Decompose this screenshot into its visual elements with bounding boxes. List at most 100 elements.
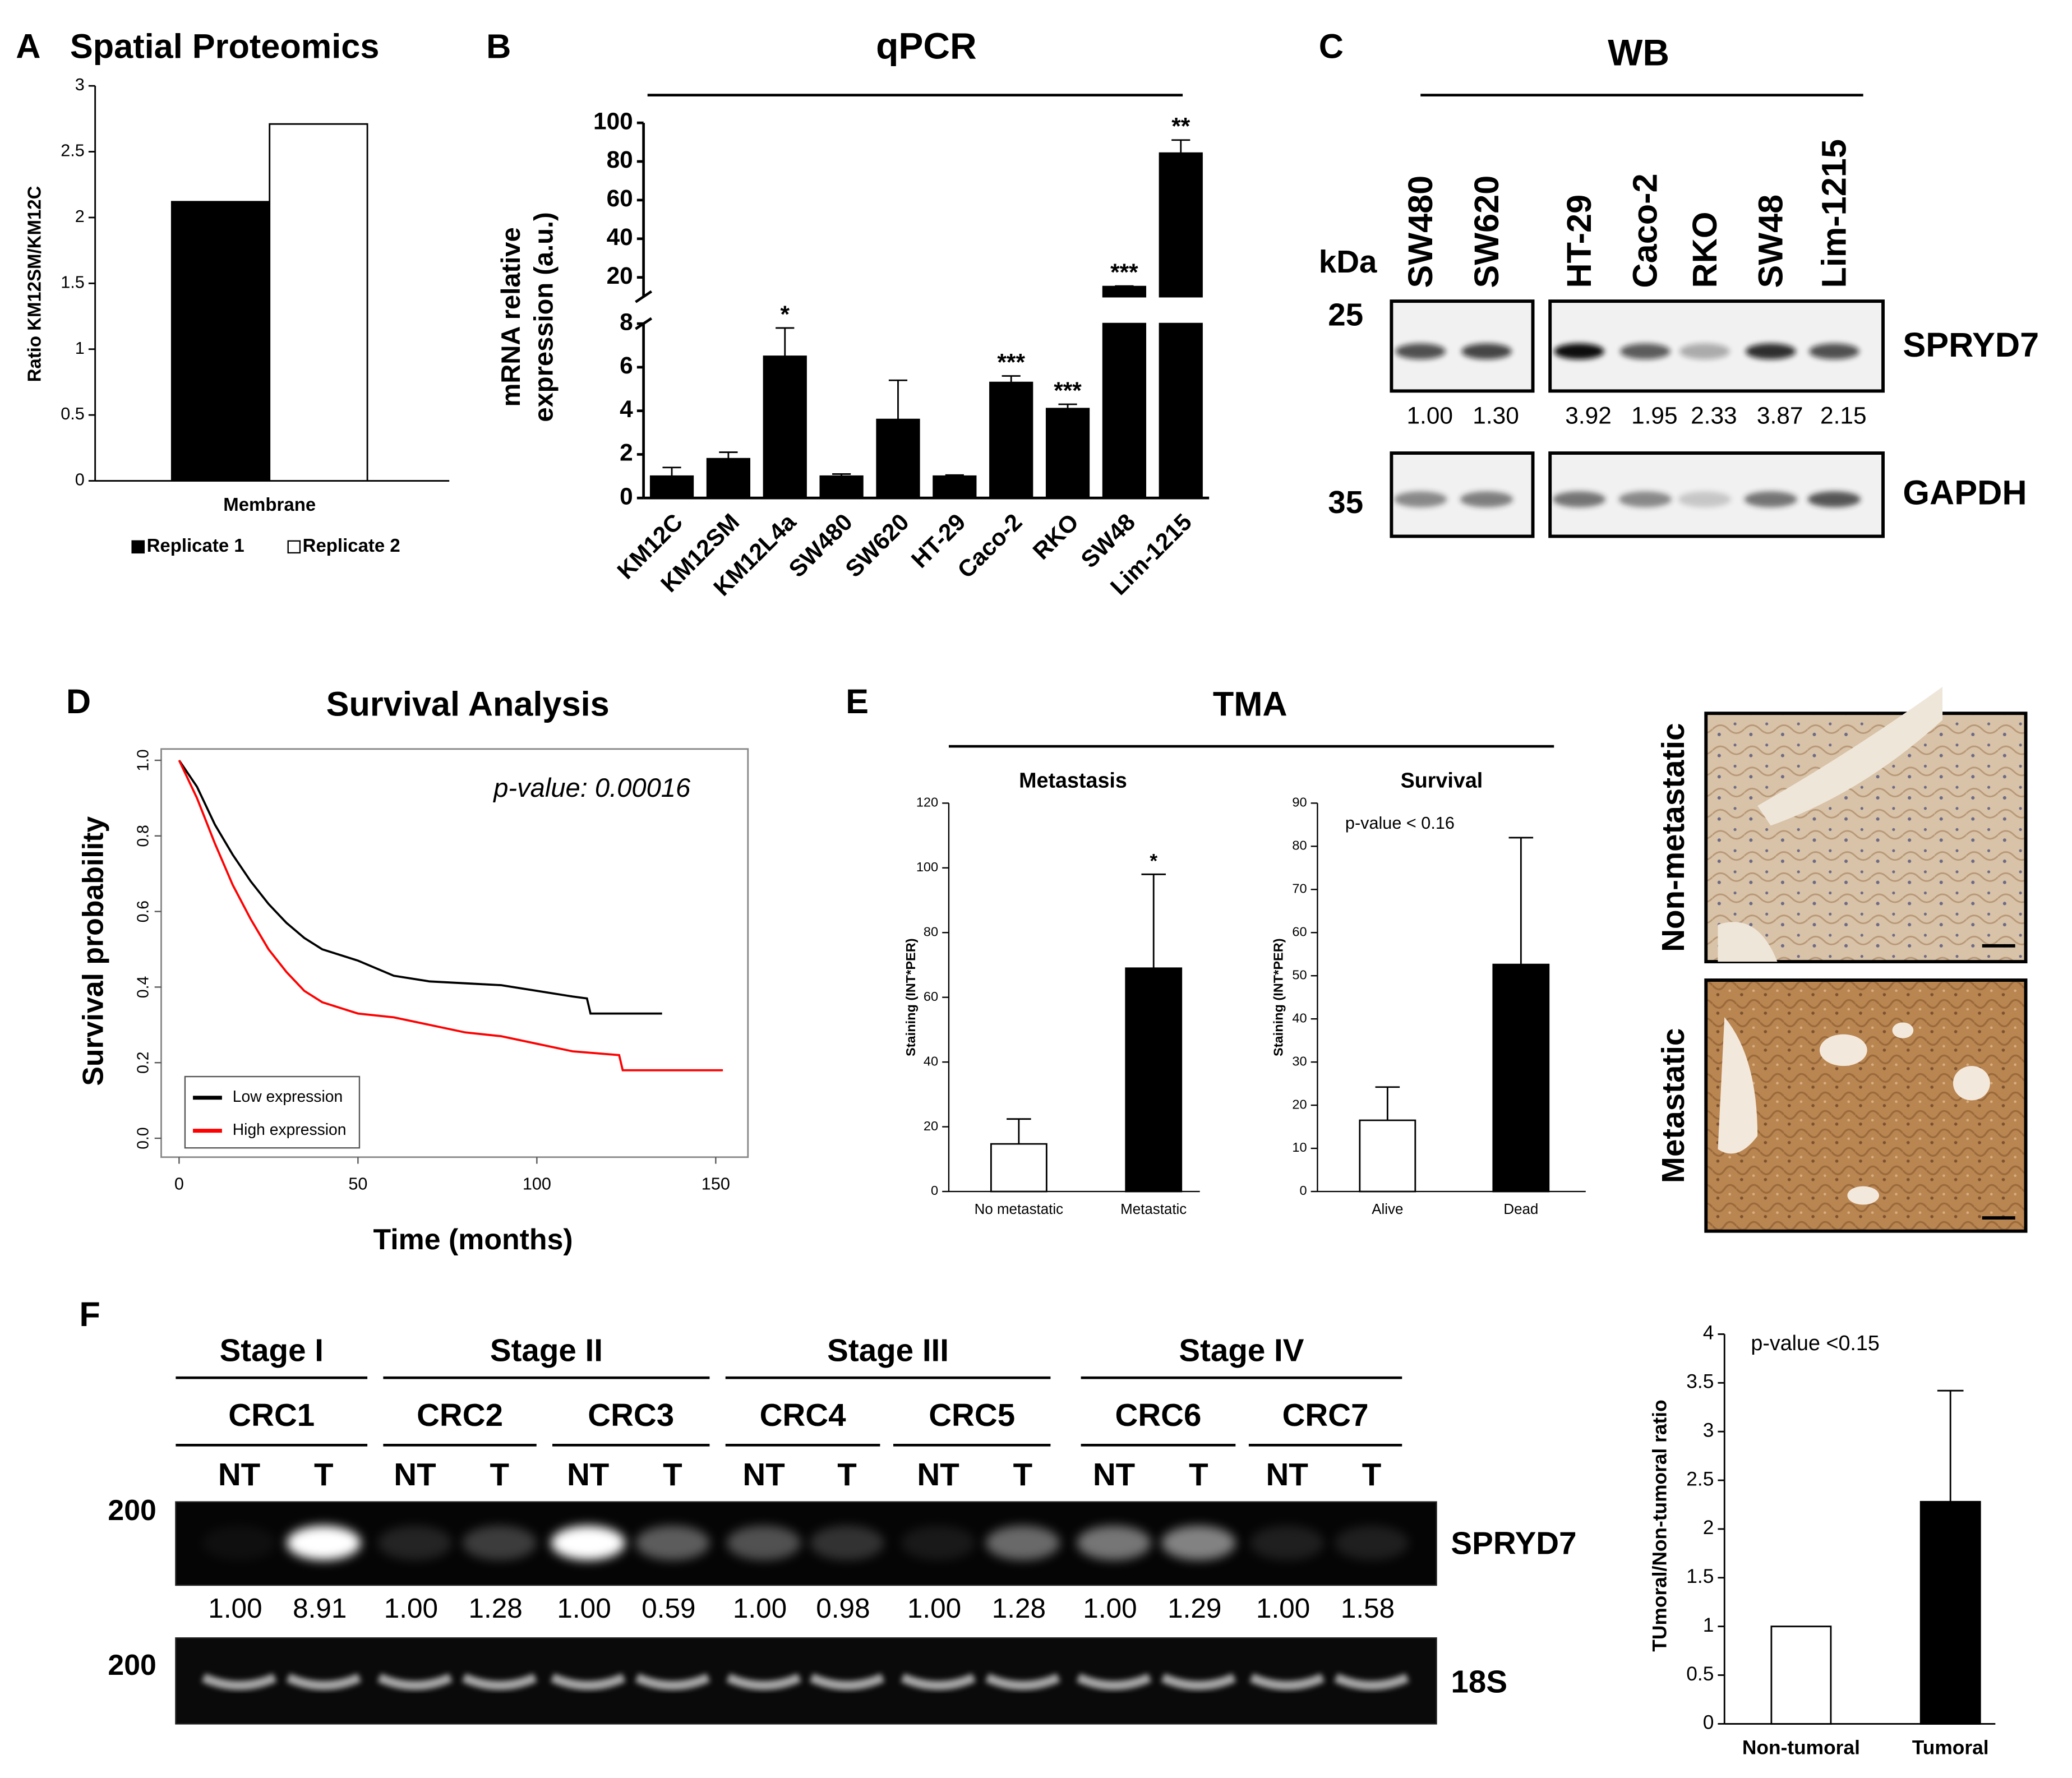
tma-image xyxy=(1704,687,2028,964)
panel-label: A xyxy=(16,27,40,65)
bar xyxy=(1045,408,1090,499)
y-tick-label: 1.5 xyxy=(1686,1565,1714,1587)
dna-band xyxy=(726,1673,802,1691)
bar xyxy=(763,355,807,499)
marker-label: 35 xyxy=(1328,484,1363,520)
lane-label: HT-29 xyxy=(1560,195,1598,288)
dna-band xyxy=(809,1673,885,1691)
y-tick-label: 60 xyxy=(1292,924,1307,939)
blot-title: WB xyxy=(1608,31,1669,73)
lane-label: NT xyxy=(917,1457,959,1492)
band-label: SPRYD7 xyxy=(1451,1525,1576,1560)
survival-curve xyxy=(178,760,723,1072)
quantification: 1.00 xyxy=(733,1593,787,1624)
protein-band xyxy=(1807,491,1861,507)
error-bar xyxy=(888,379,908,420)
bar xyxy=(819,475,864,499)
y-tick-label: 20 xyxy=(607,262,633,289)
legend-label: Replicate 2 xyxy=(303,535,400,556)
dna-band xyxy=(1335,1526,1409,1560)
lumen xyxy=(1953,1066,1990,1101)
lane-label: Lim-1215 xyxy=(1815,139,1853,288)
panel-label: F xyxy=(79,1295,100,1333)
dna-band xyxy=(1161,1673,1236,1691)
bar xyxy=(1770,1625,1832,1725)
bar xyxy=(990,1143,1047,1193)
annotation: p-value: 0.00016 xyxy=(492,773,691,802)
quantification: 1.30 xyxy=(1473,403,1519,429)
y-tick-label: 40 xyxy=(1292,1010,1307,1025)
significance: *** xyxy=(1054,377,1082,404)
y-tick-label: 0 xyxy=(75,470,85,489)
dna-band xyxy=(1161,1526,1236,1560)
panel-label: D xyxy=(66,682,91,721)
y-tick-label: 0.4 xyxy=(133,976,151,998)
x-tick-label: 150 xyxy=(702,1174,730,1193)
y-axis-label: Survival probability xyxy=(76,816,109,1086)
stage-label: Stage I xyxy=(220,1332,324,1368)
error-bar xyxy=(776,327,795,357)
lane-label: NT xyxy=(1266,1457,1308,1492)
protein-band xyxy=(1809,343,1859,359)
x-tick-label: 50 xyxy=(348,1174,367,1193)
protein-band xyxy=(1678,491,1732,507)
panel-label: C xyxy=(1319,27,1344,65)
y-tick-label: 2.5 xyxy=(1686,1468,1714,1490)
y-tick-label: 0 xyxy=(931,1183,938,1198)
y-tick-label: 120 xyxy=(916,795,938,810)
y-tick-label: 90 xyxy=(1292,795,1307,810)
quantification: 1.00 xyxy=(1083,1593,1137,1624)
chart-title: Metastasis xyxy=(1019,769,1127,792)
y-tick-label: 40 xyxy=(607,224,633,250)
y-tick-label: 0 xyxy=(1299,1183,1307,1198)
stage-label: Stage III xyxy=(827,1332,949,1368)
lane-label: NT xyxy=(394,1457,436,1492)
lane-label: T xyxy=(1362,1457,1382,1492)
bar xyxy=(1919,1500,1981,1725)
dna-band xyxy=(462,1673,537,1691)
bar xyxy=(706,458,751,499)
quantification: 3.92 xyxy=(1565,403,1612,429)
lane-label: RKO xyxy=(1686,211,1724,288)
y-tick-label: 0 xyxy=(1703,1712,1714,1734)
y-tick-label: 3.5 xyxy=(1686,1371,1714,1393)
quantification: 8.91 xyxy=(293,1593,347,1624)
axis-break xyxy=(635,290,653,330)
protein-band xyxy=(1552,491,1606,507)
dna-band xyxy=(287,1526,361,1560)
y-tick-label: 0.0 xyxy=(133,1127,151,1149)
y-tick-label: 100 xyxy=(916,860,938,874)
band-label: 18S xyxy=(1451,1664,1507,1700)
quantification: 1.95 xyxy=(1631,403,1678,429)
marker-label: 200 xyxy=(108,1494,156,1526)
significance: *** xyxy=(997,349,1025,375)
y-tick-label: 2 xyxy=(620,440,633,466)
dna-band xyxy=(635,1673,710,1691)
significance: * xyxy=(1150,850,1157,872)
error-bar xyxy=(1375,1086,1400,1121)
x-tick-label: No metastatic xyxy=(975,1202,1063,1217)
bar xyxy=(989,381,1033,499)
dna-band xyxy=(201,1673,277,1691)
sample-label: CRC7 xyxy=(1282,1397,1369,1433)
lane-label: SW48 xyxy=(1752,195,1790,288)
lane-label: T xyxy=(490,1457,509,1492)
sample-label: CRC1 xyxy=(228,1397,315,1433)
panel-label: B xyxy=(486,27,511,65)
chart-title: Spatial Proteomics xyxy=(70,27,380,65)
y-tick-label: 100 xyxy=(593,108,633,134)
lane-label: T xyxy=(314,1457,334,1492)
y-tick-label: 3 xyxy=(1703,1420,1714,1442)
x-tick-label: Alive xyxy=(1372,1202,1403,1217)
sample-label: CRC6 xyxy=(1115,1397,1202,1433)
quantification: 1.00 xyxy=(384,1593,438,1624)
error-bar xyxy=(832,473,851,477)
y-tick-label: 0.2 xyxy=(133,1052,151,1074)
x-tick-label: SW480 xyxy=(783,509,857,583)
dna-band xyxy=(1076,1673,1152,1691)
legend-label: Low expression xyxy=(233,1087,343,1105)
y-tick-label: 0.8 xyxy=(133,825,151,847)
dna-band xyxy=(901,1673,976,1691)
band-label: SPRYD7 xyxy=(1903,326,2039,364)
dna-band xyxy=(635,1526,710,1560)
